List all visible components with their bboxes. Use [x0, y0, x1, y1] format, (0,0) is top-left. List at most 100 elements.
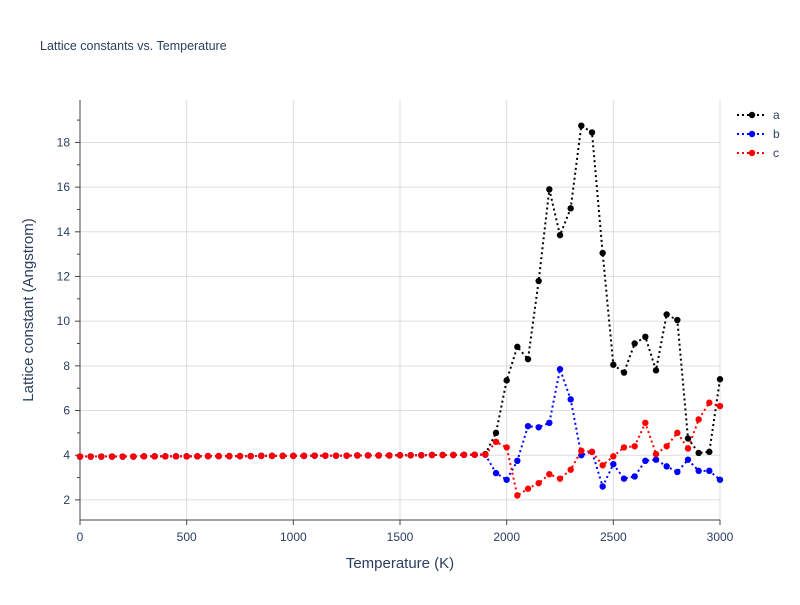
data-point-c[interactable]	[471, 451, 478, 458]
legend[interactable]: abc	[737, 108, 780, 160]
data-point-a[interactable]	[695, 449, 702, 457]
legend-item-c[interactable]: c	[737, 146, 779, 160]
data-point-c[interactable]	[428, 451, 436, 459]
data-point-c[interactable]	[258, 452, 265, 460]
data-point-b[interactable]	[695, 467, 702, 475]
data-point-a[interactable]	[599, 249, 606, 257]
data-point-c[interactable]	[236, 452, 244, 460]
data-point-c[interactable]	[332, 452, 340, 459]
data-point-c[interactable]	[151, 453, 158, 460]
data-point-b[interactable]	[652, 456, 660, 463]
data-point-c[interactable]	[290, 452, 297, 460]
data-point-c[interactable]	[556, 475, 564, 482]
data-point-c[interactable]	[268, 452, 276, 460]
data-point-c[interactable]	[407, 452, 414, 459]
data-point-a[interactable]	[674, 316, 681, 324]
data-point-c[interactable]	[364, 452, 372, 459]
data-point-c[interactable]	[140, 453, 148, 460]
data-point-b[interactable]	[684, 456, 692, 463]
data-point-c[interactable]	[354, 452, 361, 459]
data-point-c[interactable]	[524, 485, 532, 492]
data-point-a[interactable]	[631, 340, 638, 347]
data-point-c[interactable]	[620, 444, 628, 451]
data-point-c[interactable]	[194, 453, 201, 460]
data-point-c[interactable]	[76, 453, 84, 460]
data-point-b[interactable]	[492, 469, 500, 477]
data-point-b[interactable]	[503, 476, 510, 483]
data-point-c[interactable]	[546, 471, 553, 478]
data-point-c[interactable]	[226, 452, 233, 460]
data-point-c[interactable]	[172, 453, 180, 460]
data-point-b[interactable]	[535, 424, 542, 431]
data-point-c[interactable]	[599, 462, 606, 469]
data-point-a[interactable]	[567, 205, 574, 212]
data-point-c[interactable]	[567, 466, 574, 473]
data-point-c[interactable]	[300, 452, 308, 460]
data-point-a[interactable]	[514, 343, 521, 351]
data-point-b[interactable]	[706, 467, 713, 475]
data-point-b[interactable]	[663, 463, 670, 470]
data-point-c[interactable]	[162, 453, 169, 460]
data-point-b[interactable]	[674, 468, 681, 476]
data-point-a[interactable]	[535, 277, 542, 285]
data-point-b[interactable]	[716, 476, 724, 483]
data-point-b[interactable]	[567, 396, 574, 403]
data-point-b[interactable]	[556, 366, 564, 373]
data-point-a[interactable]	[684, 435, 692, 442]
data-point-a[interactable]	[556, 231, 564, 239]
data-point-c[interactable]	[695, 416, 702, 423]
data-point-a[interactable]	[663, 311, 670, 318]
data-point-a[interactable]	[588, 129, 596, 136]
data-point-c[interactable]	[652, 450, 660, 458]
data-point-a[interactable]	[716, 376, 724, 383]
data-point-b[interactable]	[599, 483, 606, 490]
data-point-c[interactable]	[87, 453, 94, 460]
data-point-c[interactable]	[439, 451, 446, 459]
data-point-c[interactable]	[215, 452, 222, 460]
data-point-c[interactable]	[322, 452, 329, 459]
data-point-c[interactable]	[674, 429, 681, 437]
data-point-b[interactable]	[514, 457, 521, 464]
data-point-c[interactable]	[716, 402, 724, 410]
data-point-c[interactable]	[98, 453, 105, 460]
data-point-c[interactable]	[183, 453, 190, 460]
data-point-c[interactable]	[108, 453, 116, 460]
data-point-c[interactable]	[343, 452, 350, 459]
data-point-b[interactable]	[620, 475, 628, 482]
data-point-c[interactable]	[578, 447, 585, 454]
data-point-c[interactable]	[386, 452, 393, 459]
data-point-c[interactable]	[642, 419, 649, 427]
data-point-b[interactable]	[642, 457, 649, 464]
data-point-a[interactable]	[642, 333, 649, 341]
data-point-a[interactable]	[620, 369, 628, 376]
data-point-c[interactable]	[279, 452, 286, 460]
data-point-c[interactable]	[514, 492, 521, 499]
legend-item-b[interactable]: b	[737, 127, 780, 141]
data-point-a[interactable]	[652, 367, 660, 374]
data-point-c[interactable]	[535, 479, 542, 487]
data-point-c[interactable]	[130, 453, 137, 460]
data-point-c[interactable]	[247, 452, 254, 460]
data-point-c[interactable]	[684, 445, 692, 452]
data-point-c[interactable]	[588, 448, 596, 456]
data-point-a[interactable]	[610, 361, 617, 368]
data-point-c[interactable]	[418, 452, 425, 459]
data-point-c[interactable]	[450, 451, 457, 459]
data-point-b[interactable]	[524, 422, 532, 430]
data-point-a[interactable]	[524, 355, 532, 363]
data-point-c[interactable]	[204, 452, 212, 460]
data-point-c[interactable]	[375, 452, 382, 459]
data-point-b[interactable]	[631, 473, 638, 480]
data-point-c[interactable]	[663, 443, 670, 450]
data-point-c[interactable]	[610, 453, 617, 460]
data-point-c[interactable]	[460, 451, 468, 458]
data-point-c[interactable]	[631, 443, 638, 450]
data-point-b[interactable]	[610, 460, 617, 468]
data-point-c[interactable]	[311, 452, 318, 459]
data-point-c[interactable]	[119, 453, 126, 460]
data-point-c[interactable]	[396, 452, 404, 459]
data-point-c[interactable]	[503, 444, 510, 451]
data-point-a[interactable]	[546, 186, 553, 193]
data-point-b[interactable]	[546, 419, 553, 427]
data-point-a[interactable]	[503, 377, 510, 384]
